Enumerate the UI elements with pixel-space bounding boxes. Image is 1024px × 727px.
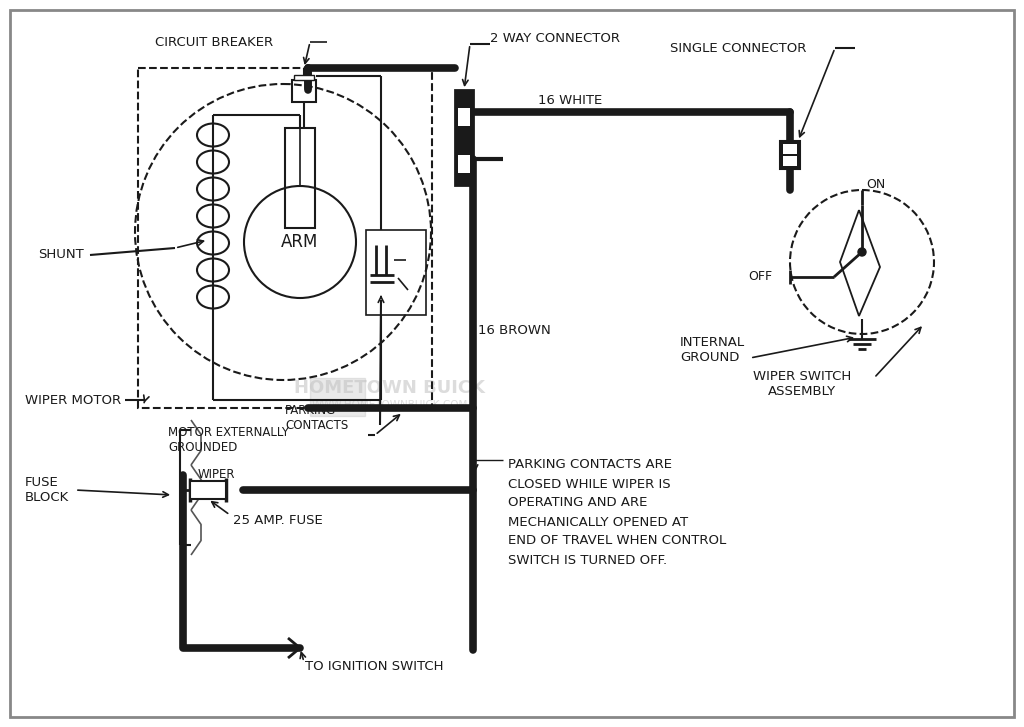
Text: SWITCH IS TURNED OFF.: SWITCH IS TURNED OFF. (508, 553, 667, 566)
Bar (458, 108, 470, 126)
Bar (455, 90, 473, 185)
Text: CIRCUIT BREAKER: CIRCUIT BREAKER (155, 36, 273, 49)
Text: SHUNT: SHUNT (38, 249, 84, 262)
Circle shape (244, 186, 356, 298)
Bar (310, 378, 365, 416)
Text: 25 AMP. FUSE: 25 AMP. FUSE (233, 513, 323, 526)
Text: INTERNAL
GROUND: INTERNAL GROUND (680, 336, 745, 364)
Bar (783, 144, 797, 154)
Text: MECHANICALLY OPENED AT: MECHANICALLY OPENED AT (508, 515, 688, 529)
Bar (190, 481, 226, 499)
Text: ARM: ARM (282, 233, 318, 251)
Text: MOTOR EXTERNALLY
GROUNDED: MOTOR EXTERNALLY GROUNDED (168, 426, 289, 454)
Text: ON: ON (866, 179, 886, 191)
Text: PARKING CONTACTS ARE: PARKING CONTACTS ARE (508, 459, 672, 472)
Text: PARKING
CONTACTS: PARKING CONTACTS (285, 404, 348, 432)
Bar (292, 80, 316, 102)
Text: 16 BROWN: 16 BROWN (478, 324, 551, 337)
Circle shape (858, 248, 866, 256)
Text: TO IGNITION SWITCH: TO IGNITION SWITCH (305, 659, 443, 672)
Text: END OF TRAVEL WHEN CONTROL: END OF TRAVEL WHEN CONTROL (508, 534, 726, 547)
Bar (294, 75, 314, 80)
Text: CLOSED WHILE WIPER IS: CLOSED WHILE WIPER IS (508, 478, 671, 491)
Text: WIPER SWITCH
ASSEMBLY: WIPER SWITCH ASSEMBLY (753, 370, 851, 398)
Bar (138, 68, 432, 408)
Text: HOMETOWN BUICK: HOMETOWN BUICK (295, 379, 485, 397)
Text: 16 WHITE: 16 WHITE (538, 94, 602, 106)
Text: WIPER MOTOR: WIPER MOTOR (25, 393, 121, 406)
Bar (783, 156, 797, 166)
Text: FUSE
BLOCK: FUSE BLOCK (25, 476, 70, 504)
Text: WWW.HOMETOWNBUICK.COM: WWW.HOMETOWNBUICK.COM (312, 400, 468, 410)
Text: WIPER: WIPER (198, 467, 236, 481)
Bar (285, 128, 315, 228)
Bar (366, 230, 426, 315)
Text: 2 WAY CONNECTOR: 2 WAY CONNECTOR (490, 31, 620, 44)
Text: OPERATING AND ARE: OPERATING AND ARE (508, 497, 647, 510)
Text: OFF: OFF (748, 270, 772, 284)
Bar (458, 155, 470, 173)
Bar (780, 141, 800, 169)
Text: SINGLE CONNECTOR: SINGLE CONNECTOR (670, 41, 806, 55)
